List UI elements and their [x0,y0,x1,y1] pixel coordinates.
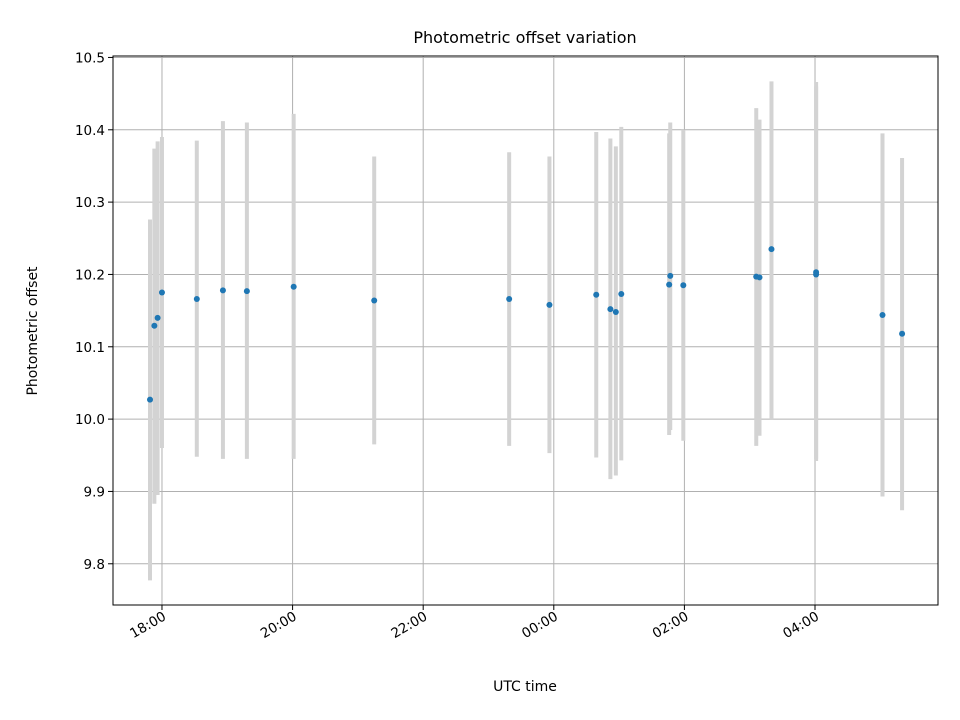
plot-frame [112,55,939,606]
y-tick-label: 10.4 [75,123,105,139]
data-point [506,296,513,303]
data-point [151,322,158,329]
data-point [813,269,820,276]
data-point [154,314,161,321]
data-points [147,246,906,403]
y-tick-label: 10.3 [75,195,105,211]
data-point [667,272,674,279]
data-point [607,306,614,313]
data-point [666,281,673,288]
data-point [193,296,200,303]
y-tick-label: 10.1 [75,340,105,356]
data-point [158,289,165,296]
y-axis-label: Photometric offset [25,266,41,396]
data-point [243,288,250,295]
chart-title: Photometric offset variation [413,28,636,47]
y-tick-label: 9.8 [84,557,105,573]
data-point [371,297,378,304]
grid [113,56,938,605]
data-point [618,290,625,297]
data-point [879,311,886,318]
data-point [899,330,906,337]
y-tick-label: 10.2 [75,267,105,283]
data-point [219,287,226,294]
x-axis-label: UTC time [493,679,557,695]
data-point [546,301,553,308]
data-point [768,246,775,253]
y-tick-label: 10.5 [75,50,105,66]
data-point [756,274,763,281]
y-tick-label: 10.0 [75,412,105,428]
data-point [147,396,154,403]
data-point [612,309,619,316]
data-point [290,283,297,290]
y-axis-ticks: 9.8 9.9 10.0 10.1 10.2 10.3 10.4 10.5 [75,50,113,573]
data-point [680,282,687,289]
data-point [593,291,600,298]
y-tick-label: 9.9 [84,484,105,500]
